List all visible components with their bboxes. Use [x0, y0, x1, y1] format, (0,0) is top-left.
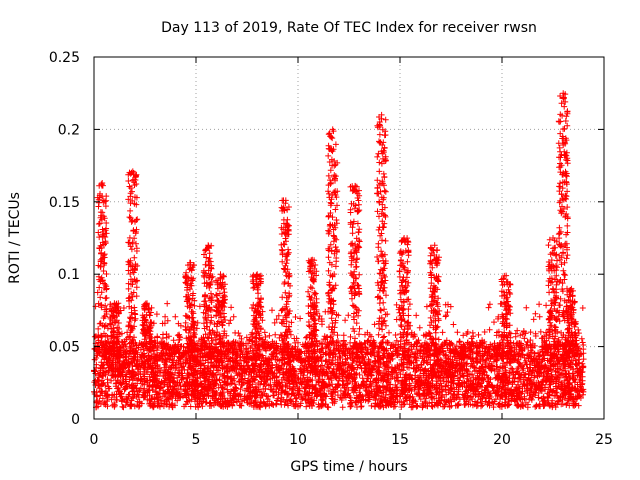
- x-tick-label: 20: [493, 432, 511, 448]
- x-tick-label: 25: [595, 432, 613, 448]
- chart-title: Day 113 of 2019, Rate Of TEC Index for r…: [161, 20, 537, 36]
- data-points: [91, 90, 587, 411]
- y-tick-label: 0: [71, 412, 80, 428]
- x-tick-label: 5: [192, 432, 201, 448]
- y-tick-label: 0.2: [58, 122, 80, 138]
- x-tick-label: 10: [289, 432, 307, 448]
- x-tick-label: 15: [391, 432, 409, 448]
- x-tick-label: 0: [90, 432, 99, 448]
- data-point-markers: [91, 90, 587, 411]
- y-tick-label: 0.1: [58, 267, 80, 283]
- plot-frame: [93, 56, 605, 420]
- y-tick-label: 0.05: [49, 340, 80, 356]
- x-axis-label: GPS time / hours: [290, 459, 407, 475]
- y-tick-label: 0.25: [49, 50, 80, 66]
- y-tick-label: 0.15: [49, 195, 80, 211]
- y-axis-label: ROTI / TECUs: [7, 192, 23, 284]
- axis-ticks: 0 5 10 15 20 25 0 0.05 0.1 0.15 0.2 0.25: [49, 50, 613, 448]
